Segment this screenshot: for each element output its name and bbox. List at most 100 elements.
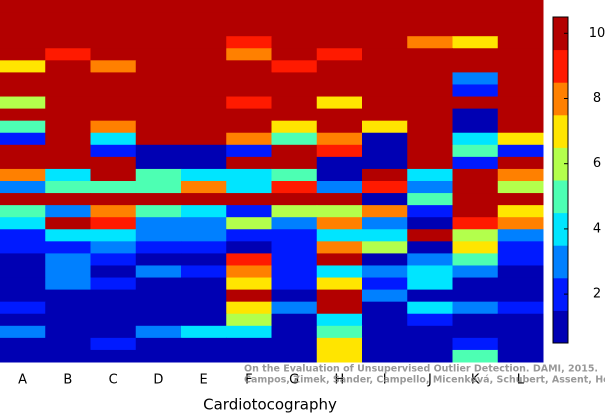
heat-cell bbox=[135, 84, 182, 98]
heat-cell bbox=[271, 156, 318, 170]
heat-cell bbox=[407, 217, 453, 230]
heat-cell bbox=[316, 0, 363, 13]
heat-cell bbox=[181, 193, 227, 206]
heat-cell bbox=[316, 24, 363, 37]
heat-cell bbox=[226, 229, 272, 242]
x-tick-label: H bbox=[334, 373, 344, 388]
heat-cell bbox=[181, 60, 227, 73]
heat-cell bbox=[181, 120, 227, 134]
x-tick-label: D bbox=[153, 373, 163, 388]
heat-cell bbox=[407, 193, 453, 206]
heat-cell bbox=[271, 217, 318, 230]
heat-cell bbox=[45, 301, 91, 315]
heat-cell bbox=[135, 12, 182, 25]
heat-cell bbox=[45, 0, 91, 13]
heat-cell bbox=[497, 72, 544, 85]
heat-cell bbox=[0, 181, 46, 194]
heat-cell bbox=[362, 229, 408, 242]
x-tick-label: J bbox=[427, 373, 432, 388]
heat-cell bbox=[135, 313, 182, 327]
heat-cell bbox=[362, 205, 408, 218]
heat-cell bbox=[45, 349, 91, 363]
heat-cell bbox=[497, 289, 544, 303]
heat-cell bbox=[271, 72, 318, 85]
heat-cell bbox=[135, 168, 182, 182]
heat-cell bbox=[362, 265, 408, 279]
heat-cell bbox=[135, 289, 182, 303]
heat-cell bbox=[271, 12, 318, 25]
heat-cell bbox=[135, 229, 182, 242]
heat-cell bbox=[45, 217, 91, 230]
heat-cell bbox=[316, 36, 363, 49]
heat-cell bbox=[497, 277, 544, 291]
heat-cell bbox=[135, 325, 182, 339]
heat-cell bbox=[452, 60, 499, 73]
heat-cell bbox=[181, 168, 227, 182]
heat-cell bbox=[226, 277, 272, 291]
heat-cell bbox=[271, 193, 318, 206]
heat-cell bbox=[45, 337, 91, 351]
heat-cell bbox=[271, 24, 318, 37]
heat-cell bbox=[452, 289, 499, 303]
heat-cell bbox=[181, 181, 227, 194]
heat-cell bbox=[135, 265, 182, 279]
heat-cell bbox=[0, 144, 46, 158]
heat-cell bbox=[0, 289, 46, 303]
heat-cell bbox=[452, 301, 499, 315]
colorbar-segment bbox=[553, 212, 568, 246]
heat-cell bbox=[0, 265, 46, 279]
heat-cell bbox=[226, 313, 272, 327]
heat-cell bbox=[452, 168, 499, 182]
heat-cell bbox=[226, 84, 272, 98]
heat-cell bbox=[407, 337, 453, 351]
heat-cell bbox=[452, 120, 499, 134]
heat-cell bbox=[226, 193, 272, 206]
heat-cell bbox=[271, 132, 318, 146]
heat-cell bbox=[362, 181, 408, 194]
heat-cell bbox=[497, 48, 544, 61]
heat-cell bbox=[181, 217, 227, 230]
heat-cell bbox=[90, 84, 137, 98]
x-tick-label: E bbox=[200, 373, 208, 388]
heat-cell bbox=[316, 277, 363, 291]
heat-cell bbox=[497, 84, 544, 98]
heat-cell bbox=[226, 12, 272, 25]
heat-cell bbox=[407, 289, 453, 303]
heat-cell bbox=[407, 24, 453, 37]
colorbar-segment bbox=[553, 49, 568, 83]
heat-cell bbox=[226, 144, 272, 158]
heat-cell bbox=[226, 132, 272, 146]
heat-cell bbox=[45, 36, 91, 49]
heat-cell bbox=[90, 181, 137, 194]
colorbar-segment bbox=[553, 114, 568, 148]
heat-cell bbox=[452, 205, 499, 218]
heat-cell bbox=[0, 36, 46, 49]
heat-cell bbox=[45, 277, 91, 291]
x-axis-label: Cardiotocography bbox=[203, 396, 337, 414]
heat-cell bbox=[135, 253, 182, 266]
heat-cell bbox=[226, 0, 272, 13]
heat-cell bbox=[0, 193, 46, 206]
heat-cell bbox=[45, 24, 91, 37]
heat-cell bbox=[407, 156, 453, 170]
heat-cell bbox=[362, 12, 408, 25]
heat-cell bbox=[407, 325, 453, 339]
heat-cell bbox=[497, 229, 544, 242]
heat-cell bbox=[135, 217, 182, 230]
heat-cell bbox=[452, 241, 499, 254]
heat-cell bbox=[497, 265, 544, 279]
colorbar-segment bbox=[553, 310, 568, 344]
heat-cell bbox=[135, 36, 182, 49]
heat-cell bbox=[0, 96, 46, 110]
heat-cell bbox=[45, 60, 91, 73]
heat-cell bbox=[0, 156, 46, 170]
heat-cell bbox=[181, 84, 227, 98]
heat-cell bbox=[316, 349, 363, 363]
heat-cell bbox=[226, 265, 272, 279]
heat-cell bbox=[90, 229, 137, 242]
heat-cell bbox=[452, 277, 499, 291]
heat-cell bbox=[45, 144, 91, 158]
heat-cell bbox=[271, 337, 318, 351]
heat-cell bbox=[316, 144, 363, 158]
heat-cell bbox=[0, 217, 46, 230]
